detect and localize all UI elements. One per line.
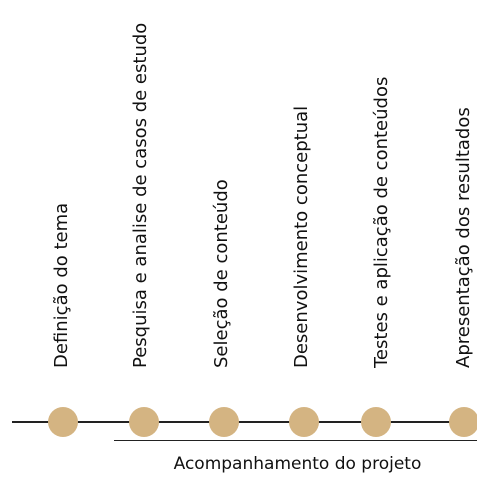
step-label-6: Apresentação dos resultados xyxy=(453,107,474,368)
step-label-4: Desenvolvimento conceptual xyxy=(291,105,312,368)
step-dot-4 xyxy=(289,407,319,437)
step-label-2: Pesquisa e analise de casos de estudo xyxy=(130,22,151,368)
step-dot-2 xyxy=(129,407,159,437)
step-dot-5 xyxy=(361,407,391,437)
step-dot-6 xyxy=(449,407,477,437)
timeline-axis xyxy=(12,421,477,423)
step-dot-1 xyxy=(48,407,78,437)
step-label-5: Testes e aplicação de conteúdos xyxy=(371,76,392,368)
step-label-3: Seleção de conteúdo xyxy=(211,179,232,368)
step-label-1: Definição do tema xyxy=(51,202,72,368)
step-dot-3 xyxy=(209,407,239,437)
bracket-caption: Acompanhamento do projeto xyxy=(173,454,422,474)
bracket-line xyxy=(114,440,477,441)
